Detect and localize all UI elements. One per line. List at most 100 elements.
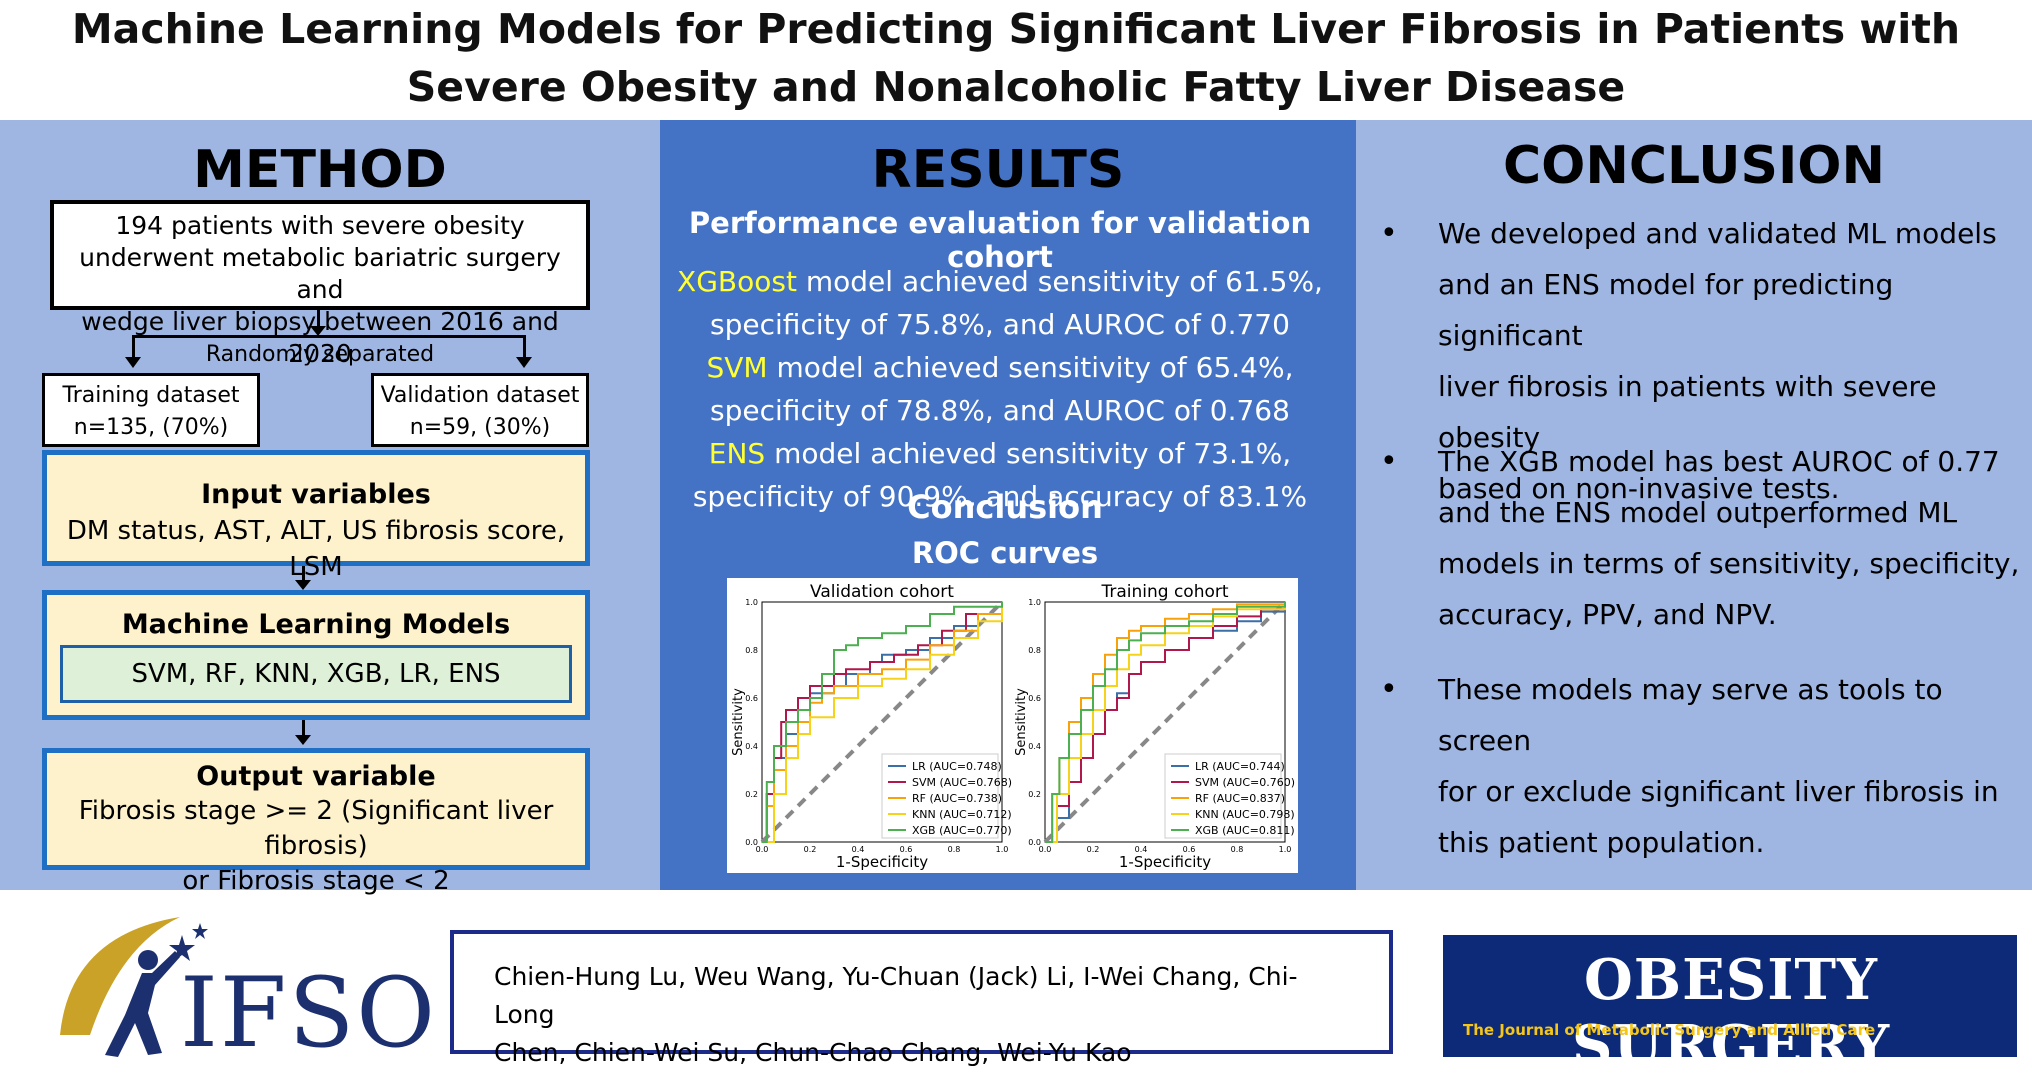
bullet-dot: •	[1380, 216, 1398, 251]
title-line-1: Machine Learning Models for Predicting S…	[71, 5, 1961, 53]
connector-line	[523, 335, 526, 359]
bullet-line: liver fibrosis in patients with severe o…	[1438, 370, 1937, 454]
bullet-line: and the ENS model outperformed ML	[1438, 496, 1958, 529]
arrow-down-icon	[310, 326, 326, 336]
validation-line: n=59, (30%)	[409, 415, 551, 440]
bullet-dot: •	[1380, 444, 1398, 479]
chance-diagonal	[1043, 600, 1287, 844]
ens-name: ENS	[708, 437, 766, 470]
y-axis-label: Sensitivity	[1014, 688, 1029, 756]
title-line-2: Severe Obesity and Nonalcoholic Fatty Li…	[406, 63, 1626, 111]
arrow-down-icon	[295, 735, 311, 745]
training-line: Training dataset	[62, 383, 240, 408]
authors-line: Chien-Hung Lu, Weu Wang, Yu-Chuan (Jack)…	[494, 962, 1298, 1029]
chart-title: Training cohort	[1100, 582, 1228, 602]
x-tick-label: 0.4	[852, 845, 865, 854]
legend-entry: XGB (AUC=0.811)	[1195, 824, 1295, 837]
y-tick-label: 0.8	[745, 646, 758, 655]
journal-title: OBESITY SURGERY	[1571, 947, 1891, 1079]
legend-entry: KNN (AUC=0.798)	[1195, 808, 1295, 821]
authors-line: Chen, Chien-Wei Su, Chun-Chao Chang, Wei…	[494, 1038, 1132, 1067]
x-tick-label: 1.0	[996, 845, 1009, 854]
x-axis-label: 1-Specificity	[836, 853, 928, 871]
ens-line: ENS model achieved sensitivity of 73.1%,	[660, 432, 1340, 475]
patients-line: 194 patients with severe obesity	[115, 211, 525, 240]
poster-title: Machine Learning Models for Predicting S…	[0, 0, 2032, 116]
y-tick-label: 0.4	[1028, 742, 1041, 751]
journal-subtitle: The Journal of Metabolic Surgery and All…	[1463, 1021, 1876, 1039]
roc-title: ROC curves	[911, 536, 1099, 570]
output-variable-box: Output variable Fibrosis stage >= 2 (Sig…	[42, 748, 590, 896]
connector-line	[302, 720, 305, 738]
svm-line: SVM model achieved sensitivity of 65.4%,	[660, 346, 1340, 389]
roc-series-line	[762, 602, 1003, 843]
xgb-line-2: specificity of 75.8%, and AUROC of 0.770	[710, 308, 1290, 341]
svm-line-2: specificity of 78.8%, and AUROC of 0.768	[710, 394, 1290, 427]
roc-series-line	[762, 602, 1003, 843]
connector-line	[317, 310, 320, 332]
training-line: n=135, (70%)	[73, 415, 229, 440]
training-box: Training dataset n=135, (70%)	[42, 373, 260, 447]
x-tick-label: 0.0	[1039, 845, 1052, 854]
bullet-line: accuracy, PPV, and NPV.	[1438, 598, 1777, 631]
svm-name: SVM	[706, 351, 768, 384]
connector-line	[302, 566, 305, 584]
ifso-figure-icon	[60, 917, 208, 1057]
x-tick-label: 0.6	[900, 845, 913, 854]
legend-entry: RF (AUC=0.837)	[1195, 792, 1285, 805]
x-tick-label: 1.0	[1279, 845, 1292, 854]
bullet-dot: •	[1380, 672, 1398, 707]
method-heading: METHOD	[193, 140, 447, 200]
output-line: or Fibrosis stage < 2	[182, 866, 450, 896]
models-title: Machine Learning Models	[121, 609, 511, 640]
roc-charts-svg: Validation cohort 1-Specificity Sensitivit…	[731, 582, 1295, 871]
validation-line: Validation dataset	[380, 383, 580, 408]
y-tick-label: 1.0	[745, 598, 758, 607]
bullet-line: These models may serve as tools to scree…	[1438, 673, 1943, 757]
roc-chart-area: Validation cohort 1-Specificity Sensitivit…	[727, 578, 1298, 873]
models-list: SVM, RF, KNN, XGB, LR, ENS	[60, 645, 572, 703]
bullet-line: models in terms of sensitivity, specific…	[1438, 547, 2020, 580]
x-tick-label: 0.4	[1135, 845, 1148, 854]
x-tick-label: 0.2	[804, 845, 817, 854]
y-tick-label: 0.4	[745, 742, 758, 751]
chance-diagonal	[760, 600, 1004, 844]
legend-entry: SVM (AUC=0.768)	[912, 776, 1012, 789]
y-axis-label: Sensitivity	[731, 688, 746, 756]
overlap-conclusion-word: Conclusion	[907, 488, 1103, 526]
journal-banner: OBESITY SURGERY The Journal of Metabolic…	[1443, 935, 2017, 1079]
arrow-down-icon	[295, 580, 311, 590]
conclusion-bullet: • The XGB model has best AUROC of 0.77 a…	[1380, 436, 2019, 646]
chart-title: Validation cohort	[810, 582, 954, 602]
y-tick-label: 1.0	[1028, 598, 1041, 607]
authors-box: Chien-Hung Lu, Weu Wang, Yu-Chuan (Jack)…	[450, 930, 1393, 1067]
roc-series-line	[1045, 602, 1286, 843]
bullet-line: this patient population.	[1438, 826, 1765, 859]
bullet-line: for or exclude significant liver fibrosi…	[1438, 775, 1999, 808]
y-tick-label: 0.0	[1028, 838, 1041, 847]
legend-entry: LR (AUC=0.744)	[1195, 760, 1285, 773]
ens-line-2: specificity of 90.9%, and accuracy of 83…	[692, 480, 1308, 513]
xgb-line: XGBoost model achieved sensitivity of 61…	[660, 260, 1340, 303]
split-label: Randomly separated	[205, 342, 435, 367]
y-tick-label: 0.6	[1028, 694, 1041, 703]
split-line	[132, 335, 526, 338]
bullet-line: The XGB model has best AUROC of 0.77	[1438, 445, 2000, 478]
x-tick-label: 0.8	[948, 845, 961, 854]
bullet-text: These models may serve as tools to scree…	[1438, 664, 2032, 868]
patients-box: 194 patients with severe obesity underwe…	[50, 200, 590, 368]
legend-box	[1164, 753, 1282, 839]
y-tick-label: 0.8	[1028, 646, 1041, 655]
validation-box: Validation dataset n=59, (30%)	[371, 373, 589, 447]
x-tick-label: 0.6	[1183, 845, 1196, 854]
roc-series-line	[762, 602, 1003, 843]
legend-box	[881, 753, 999, 839]
input-title: Input variables	[201, 479, 431, 510]
output-line: Fibrosis stage >= 2 (Significant liver f…	[78, 796, 554, 861]
output-title: Output variable	[196, 761, 436, 792]
results-summary: XGBoost model achieved sensitivity of 61…	[660, 260, 1340, 518]
ens-line-1: model achieved sensitivity of 73.1%,	[765, 437, 1292, 470]
x-axis-label: 1-Specificity	[1119, 853, 1211, 871]
input-variables-box: Input variables DM status, AST, ALT, US …	[42, 450, 590, 582]
xgb-line-1: model achieved sensitivity of 61.5%,	[796, 265, 1323, 298]
